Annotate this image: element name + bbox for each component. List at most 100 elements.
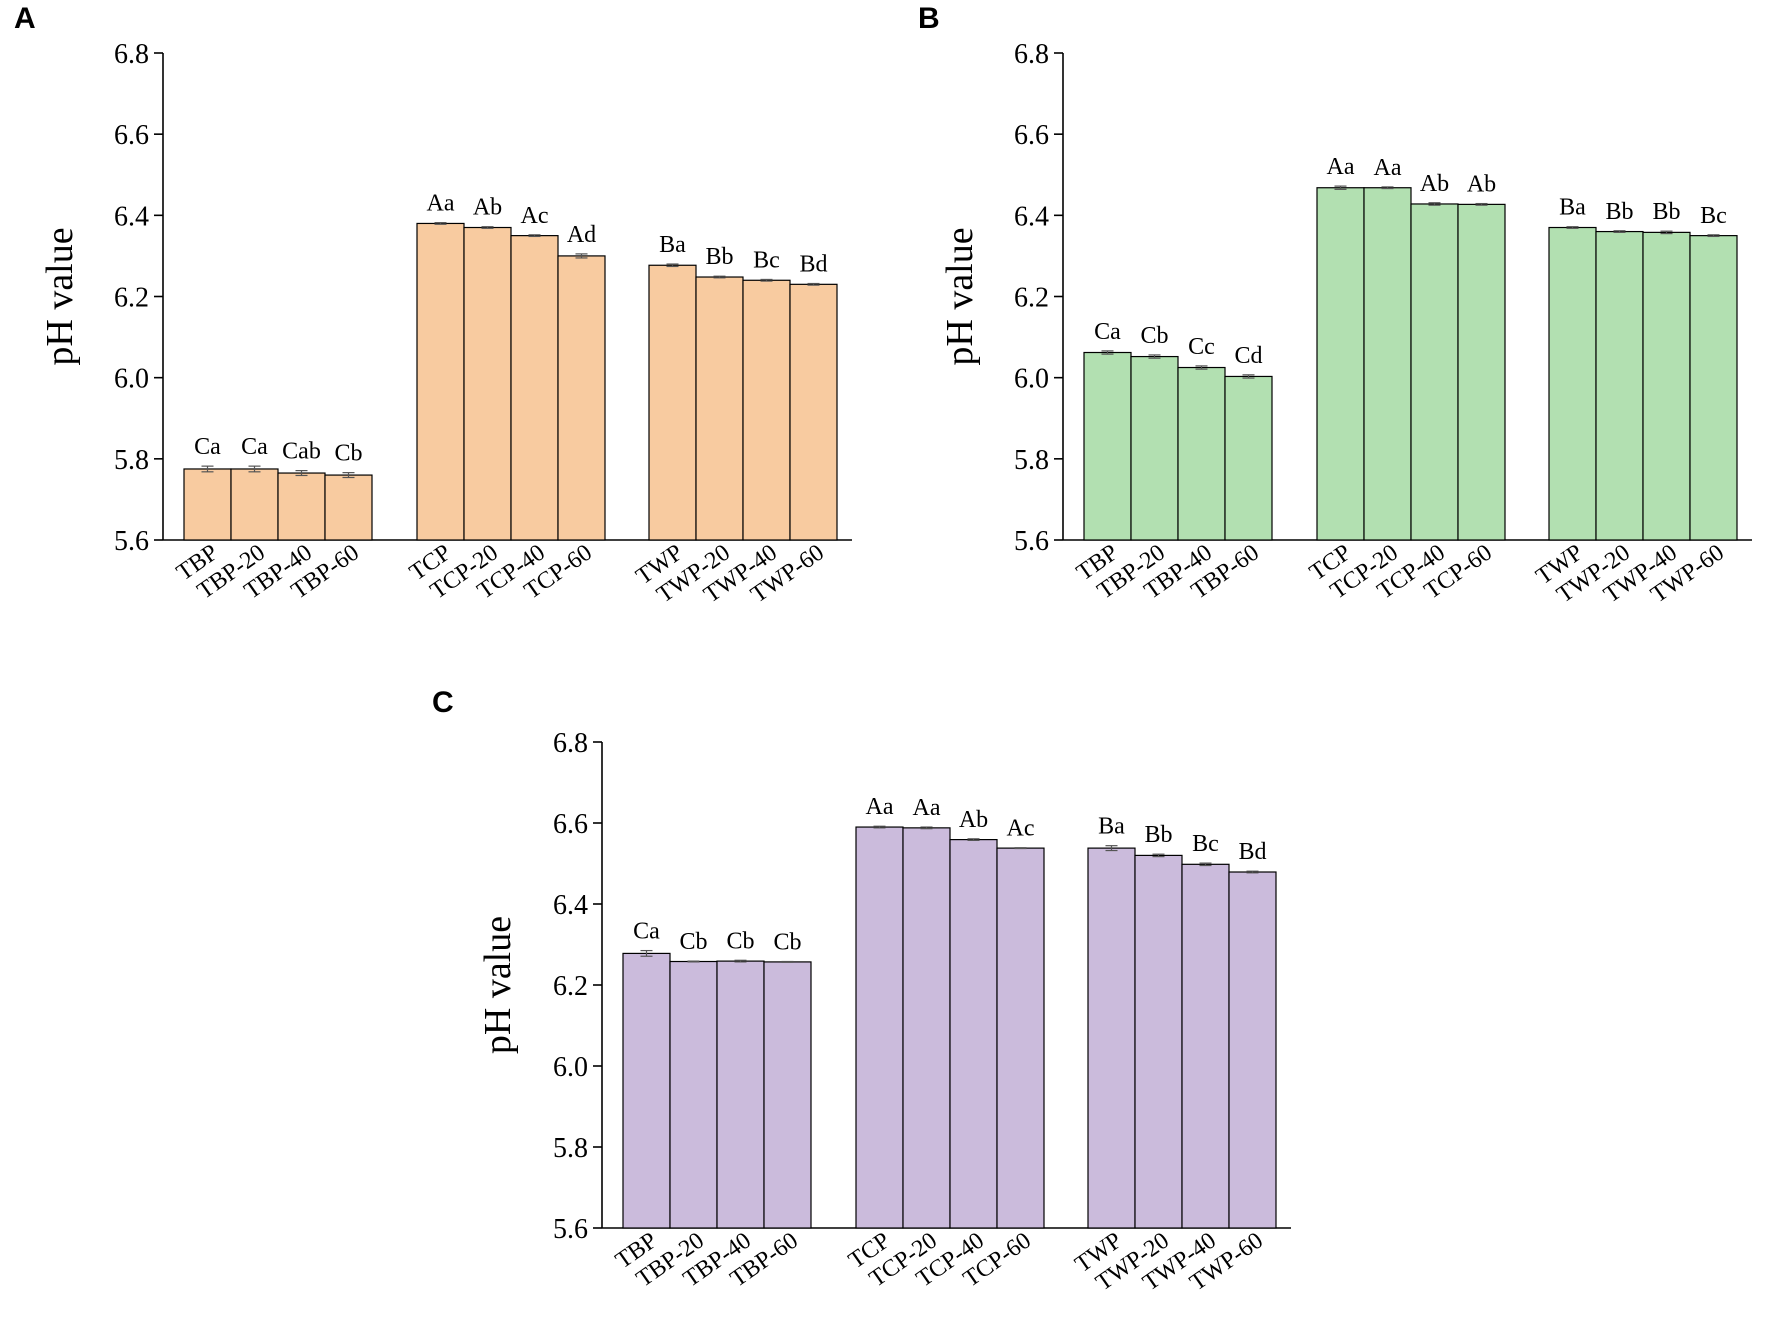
significance-label: Ab bbox=[1467, 172, 1496, 198]
bar bbox=[1595, 230, 1644, 541]
significance-label: Cb bbox=[726, 928, 754, 954]
significance-label: Ab bbox=[959, 807, 988, 833]
y-tick-label: 6.6 bbox=[1014, 120, 1049, 151]
bar bbox=[510, 235, 559, 541]
bar bbox=[855, 826, 904, 1229]
panel-label-a: A bbox=[14, 2, 36, 35]
significance-label: Cb bbox=[1140, 323, 1168, 349]
significance-label: Bb bbox=[705, 244, 733, 270]
significance-label: Ca bbox=[241, 434, 268, 460]
bar bbox=[1642, 231, 1691, 541]
bar bbox=[669, 960, 718, 1229]
y-tick-label: 6.6 bbox=[553, 809, 588, 840]
bar bbox=[463, 226, 512, 541]
significance-label: Bd bbox=[799, 252, 827, 278]
bar bbox=[1181, 863, 1230, 1229]
significance-label: Bc bbox=[1700, 203, 1727, 229]
y-tick-label: 6.4 bbox=[553, 890, 588, 921]
significance-label: Aa bbox=[427, 191, 455, 217]
y-tick-label: 6.8 bbox=[553, 728, 588, 759]
significance-label: Cb bbox=[334, 441, 362, 467]
bar bbox=[1134, 854, 1183, 1229]
significance-label: Aa bbox=[1374, 155, 1402, 181]
y-tick-label: 6.4 bbox=[1014, 201, 1049, 232]
significance-label: Aa bbox=[866, 794, 894, 820]
y-axis-title: pH value bbox=[939, 227, 981, 365]
significance-label: Cd bbox=[1234, 343, 1262, 369]
bar bbox=[1083, 351, 1132, 541]
panel-label-c: C bbox=[432, 686, 454, 719]
y-tick-label: 6.2 bbox=[114, 283, 149, 314]
bar bbox=[949, 839, 998, 1229]
significance-label: Ca bbox=[194, 434, 221, 460]
y-tick-label: 6.8 bbox=[1014, 39, 1049, 70]
bar bbox=[996, 847, 1045, 1229]
bar bbox=[1316, 187, 1365, 541]
bar bbox=[557, 255, 606, 541]
significance-label: Ad bbox=[567, 222, 596, 248]
y-tick-label: 5.8 bbox=[114, 445, 149, 476]
significance-label: Ba bbox=[1098, 814, 1125, 840]
y-tick-label: 6.8 bbox=[114, 39, 149, 70]
significance-label: Ba bbox=[659, 232, 686, 258]
y-tick-label: 5.6 bbox=[1014, 526, 1049, 557]
chart-panel-c: 5.65.86.06.26.46.66.8pH value CaTBPCbTBP-… bbox=[477, 728, 1291, 1296]
bar bbox=[183, 468, 232, 541]
bar bbox=[1689, 235, 1738, 541]
y-tick-label: 6.2 bbox=[553, 971, 588, 1002]
bar bbox=[324, 474, 373, 541]
y-tick-label: 6.0 bbox=[114, 364, 149, 395]
bar bbox=[622, 952, 671, 1229]
bar bbox=[742, 279, 791, 541]
chart-panel-a: 5.65.86.06.26.46.66.8pH valueCaTBPCaTBP-… bbox=[39, 39, 852, 608]
significance-label: Cab bbox=[282, 439, 321, 465]
bar bbox=[416, 222, 465, 541]
bar bbox=[695, 276, 744, 541]
y-tick-label: 6.2 bbox=[1014, 283, 1049, 314]
significance-label: Bb bbox=[1144, 822, 1172, 848]
bar bbox=[1224, 375, 1273, 541]
y-tick-label: 5.8 bbox=[553, 1133, 588, 1164]
significance-label: Ab bbox=[473, 195, 502, 221]
bar bbox=[1177, 366, 1226, 541]
y-tick-label: 5.8 bbox=[1014, 445, 1049, 476]
y-tick-label: 5.6 bbox=[114, 526, 149, 557]
y-tick-label: 6.0 bbox=[553, 1052, 588, 1083]
significance-label: Ac bbox=[1007, 816, 1035, 842]
significance-label: Aa bbox=[1327, 154, 1355, 180]
significance-label: Ac bbox=[521, 203, 549, 229]
significance-label: Cb bbox=[679, 929, 707, 955]
significance-label: Ca bbox=[1094, 319, 1121, 345]
significance-label: Bc bbox=[1192, 831, 1219, 857]
y-tick-label: 6.6 bbox=[114, 120, 149, 151]
significance-label: Cc bbox=[1188, 334, 1215, 360]
chart-panel-b: 5.65.86.06.26.46.66.8pH value CaTBPCbTBP-… bbox=[939, 39, 1752, 608]
significance-label: Aa bbox=[913, 795, 941, 821]
panel-label-b: B bbox=[918, 2, 940, 35]
significance-label: Bb bbox=[1605, 199, 1633, 225]
bar bbox=[277, 472, 326, 541]
bar bbox=[1228, 871, 1277, 1229]
significance-label: Bb bbox=[1652, 199, 1680, 225]
significance-label: Bc bbox=[753, 247, 780, 273]
bar bbox=[1457, 203, 1506, 541]
y-tick-label: 5.6 bbox=[553, 1214, 588, 1245]
significance-label: Ba bbox=[1559, 195, 1586, 221]
significance-label: Bd bbox=[1238, 839, 1266, 865]
bar bbox=[230, 468, 279, 541]
bar bbox=[789, 283, 838, 541]
bar bbox=[1087, 847, 1136, 1229]
y-tick-label: 6.0 bbox=[1014, 364, 1049, 395]
y-axis-title: pH value bbox=[39, 227, 81, 365]
bar bbox=[716, 960, 765, 1229]
bar bbox=[763, 961, 812, 1229]
bar bbox=[648, 264, 697, 541]
significance-label: Ca bbox=[633, 919, 660, 945]
bar bbox=[1548, 226, 1597, 541]
y-tick-label: 6.4 bbox=[114, 201, 149, 232]
significance-label: Cb bbox=[773, 930, 801, 956]
significance-label: Ab bbox=[1420, 171, 1449, 197]
y-axis-title: pH value bbox=[477, 916, 519, 1054]
bar bbox=[1410, 203, 1459, 541]
